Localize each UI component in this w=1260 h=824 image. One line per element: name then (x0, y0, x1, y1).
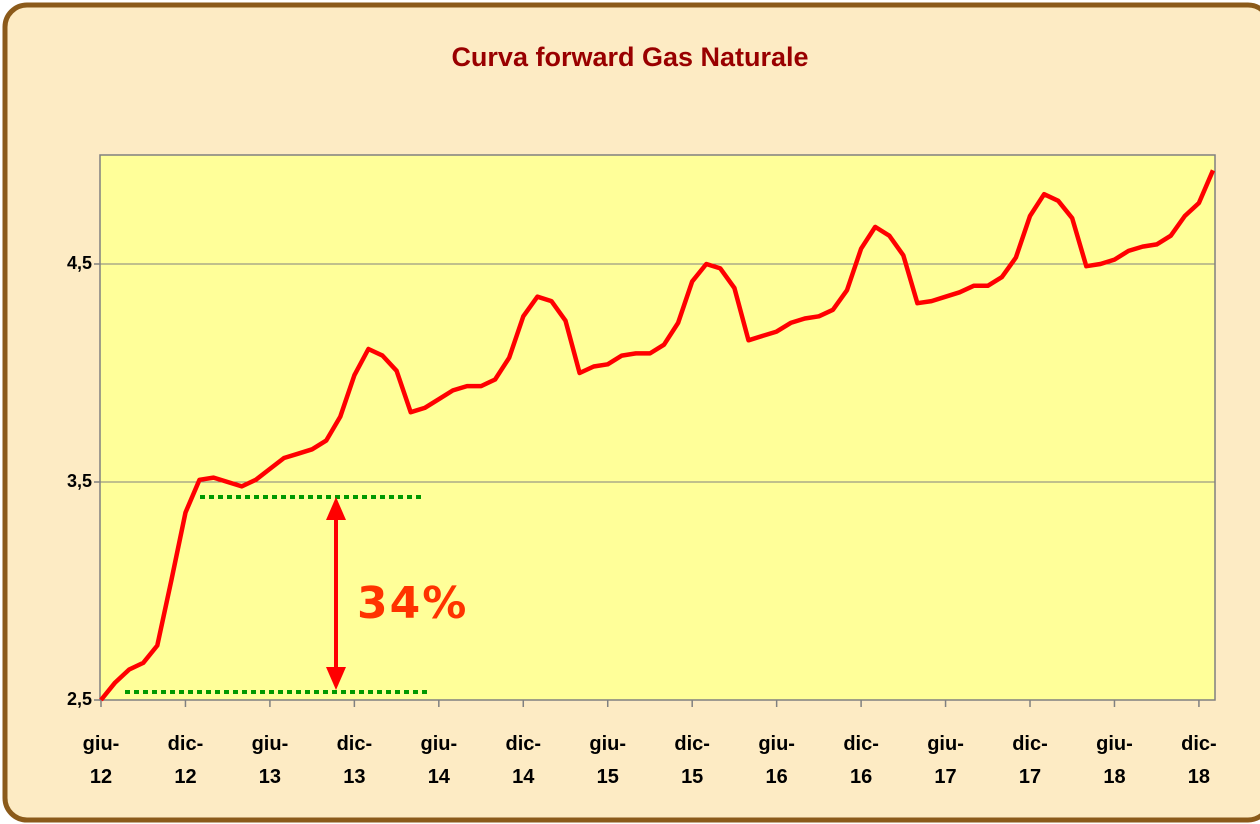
x-tick-label: dic-13 (336, 733, 373, 788)
x-tick-label: giu-17 (927, 733, 964, 788)
x-tick-label: dic-14 (505, 733, 542, 788)
plot-area (99, 154, 1216, 701)
x-tick-label: dic-18 (1181, 733, 1217, 788)
annotation: 34% (357, 578, 469, 629)
x-tick-label: giu-13 (251, 733, 289, 788)
x-tick-label: giu-15 (589, 733, 627, 788)
x-tick-label: dic-17 (1012, 733, 1048, 788)
y-tick-label: 4,5 (66, 253, 92, 273)
annotation-arrowhead (326, 667, 346, 690)
y-tick-label: 2,5 (66, 689, 92, 709)
x-tick-label: giu-18 (1096, 733, 1133, 788)
data-line (99, 169, 1216, 702)
chart-title: Curva forward Gas Naturale (451, 42, 809, 72)
x-tick-label: dic-12 (167, 733, 204, 788)
x-tick-label: giu-14 (420, 733, 458, 788)
annotation-arrowhead (326, 497, 346, 520)
x-tick-label: giu-16 (758, 733, 795, 788)
x-tick-label: dic-16 (843, 733, 879, 788)
x-tick-label: dic-15 (674, 733, 710, 788)
y-tick-label: 3,5 (66, 471, 92, 491)
x-tick-label: giu-12 (82, 733, 120, 788)
